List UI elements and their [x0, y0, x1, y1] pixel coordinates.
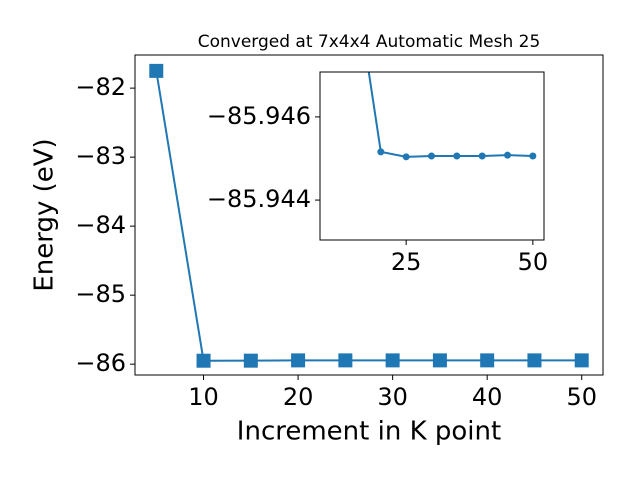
- axes-frame: [319, 71, 545, 241]
- marker: [478, 152, 486, 160]
- x-tick-label: 50: [518, 248, 549, 276]
- marker: [149, 63, 164, 78]
- marker: [527, 353, 542, 368]
- plot-area: [367, 72, 537, 161]
- marker: [427, 152, 435, 160]
- y-tick-label: −84: [75, 211, 126, 239]
- marker: [402, 153, 410, 161]
- marker: [453, 152, 461, 160]
- y-tick-label: −82: [75, 73, 126, 101]
- x-tick-label: 20: [283, 383, 314, 411]
- series-line: [155, 70, 582, 362]
- y-axis-label: Energy (eV): [30, 138, 60, 291]
- marker: [529, 152, 537, 160]
- marker: [243, 353, 258, 368]
- marker: [338, 353, 353, 368]
- marker: [377, 148, 385, 156]
- marker: [291, 353, 306, 368]
- x-tick-label: 30: [377, 383, 408, 411]
- y-tick-label: −86: [75, 349, 126, 377]
- axes-frame: [134, 54, 604, 376]
- x-axis-label: Increment in K point: [237, 417, 501, 447]
- marker: [432, 353, 447, 368]
- x-tick-label: 10: [188, 383, 219, 411]
- y-tick-label: −85.946: [207, 102, 311, 130]
- marker: [196, 353, 211, 368]
- y-tick-label: −83: [75, 142, 126, 170]
- chart-title: Converged at 7x4x4 Automatic Mesh 25: [198, 32, 541, 52]
- x-tick-label: 50: [566, 383, 597, 411]
- y-tick-label: −85.944: [207, 185, 311, 213]
- marker: [574, 353, 589, 368]
- marker: [480, 353, 495, 368]
- series-line: [367, 72, 533, 158]
- x-tick-label: 25: [391, 248, 422, 276]
- marker: [504, 151, 512, 159]
- x-tick-label: 40: [472, 383, 503, 411]
- marker: [385, 353, 400, 368]
- plot-area: [149, 63, 589, 368]
- y-tick-label: −85: [75, 280, 126, 308]
